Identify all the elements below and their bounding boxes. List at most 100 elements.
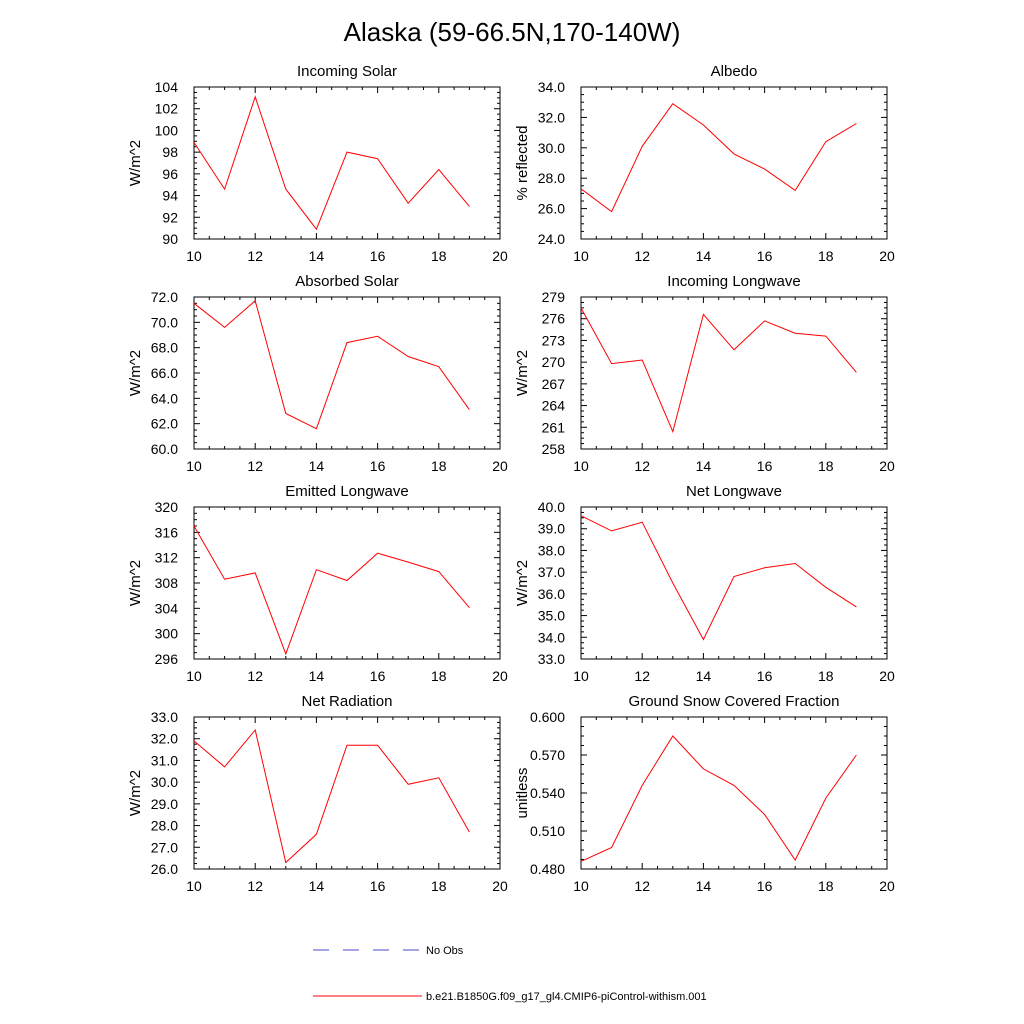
panel-title: Albedo [711, 63, 758, 80]
x-tick-label: 18 [818, 878, 834, 894]
y-tick-label: 90 [162, 231, 178, 247]
y-tick-label: 92 [162, 209, 178, 225]
y-tick-label: 270 [542, 354, 566, 370]
panel-title: Net Longwave [686, 483, 782, 500]
y-tick-label: 279 [542, 289, 566, 305]
x-tick-label: 20 [492, 878, 508, 894]
x-tick-label: 20 [492, 458, 508, 474]
x-tick-label: 20 [879, 668, 895, 684]
y-tick-label: 26.0 [151, 861, 178, 877]
x-tick-label: 12 [247, 668, 263, 684]
y-tick-label: 312 [155, 550, 179, 566]
x-tick-label: 12 [247, 878, 263, 894]
x-tick-label: 20 [879, 248, 895, 264]
plot-frame [193, 296, 501, 450]
x-tick-label: 14 [309, 878, 325, 894]
y-tick-label: 258 [542, 441, 566, 457]
figure-title: Alaska (59-66.5N,170-140W) [344, 17, 681, 47]
plot-frame [580, 716, 888, 870]
x-tick-label: 14 [696, 458, 712, 474]
legend: No Obs b.e21.B1850G.f09_g17_gl4.CMIP6-pi… [313, 945, 707, 1003]
y-tick-label: 28.0 [538, 170, 565, 186]
y-axis-label: W/m^2 [127, 560, 144, 606]
chart-panel-5: Emitted Longwave 10 12 14 16 18 20 296 300 304 308… [127, 483, 508, 684]
legend-label-no-obs: No Obs [426, 945, 464, 957]
y-tick-label: 28.0 [151, 818, 178, 834]
x-tick-label: 14 [309, 458, 325, 474]
y-tick-label: 98 [162, 144, 178, 160]
y-tick-label: 26.0 [538, 201, 565, 217]
y-tick-label: 34.0 [538, 79, 565, 95]
x-tick-label: 20 [879, 458, 895, 474]
panel-title: Net Radiation [302, 693, 393, 710]
plot-frame [193, 506, 501, 660]
y-tick-label: 320 [155, 499, 179, 515]
y-tick-label: 300 [155, 626, 179, 642]
x-tick-label: 12 [247, 458, 263, 474]
x-tick-label: 16 [370, 458, 386, 474]
x-tick-label: 12 [634, 878, 650, 894]
y-tick-label: 296 [155, 651, 179, 667]
panel-title: Incoming Solar [297, 63, 397, 80]
y-tick-label: 32.0 [151, 731, 178, 747]
y-tick-label: 62.0 [151, 416, 178, 432]
x-tick-label: 10 [573, 248, 589, 264]
series-line-1 [580, 515, 857, 641]
y-tick-label: 35.0 [538, 608, 565, 624]
plot-frame [580, 506, 888, 660]
y-tick-label: 0.480 [530, 861, 565, 877]
x-tick-label: 18 [818, 458, 834, 474]
x-tick-label: 14 [309, 248, 325, 264]
series-line-1 [193, 525, 470, 656]
y-axis-label: unitless [514, 768, 531, 819]
y-tick-label: 316 [155, 524, 179, 540]
series-line-1 [193, 728, 470, 864]
y-tick-label: 261 [542, 419, 566, 435]
chart-panel-3: Absorbed Solar 10 12 14 16 18 20 60.0 62.0 64.0 66… [127, 273, 508, 474]
y-axis-label: W/m^2 [127, 350, 144, 396]
x-tick-label: 10 [573, 458, 589, 474]
x-tick-label: 16 [757, 878, 773, 894]
x-tick-label: 16 [370, 878, 386, 894]
y-tick-label: 66.0 [151, 365, 178, 381]
y-tick-label: 304 [155, 600, 179, 616]
x-tick-label: 12 [634, 248, 650, 264]
y-tick-label: 24.0 [538, 231, 565, 247]
y-tick-label: 33.0 [151, 709, 178, 725]
x-tick-label: 12 [634, 668, 650, 684]
panel-title: Ground Snow Covered Fraction [629, 693, 840, 710]
x-tick-label: 12 [634, 458, 650, 474]
plot-frame [193, 86, 501, 240]
x-tick-label: 20 [492, 248, 508, 264]
y-tick-label: 33.0 [538, 651, 565, 667]
x-tick-label: 14 [696, 878, 712, 894]
x-tick-label: 18 [818, 668, 834, 684]
y-tick-label: 34.0 [538, 629, 565, 645]
y-tick-label: 31.0 [151, 752, 178, 768]
chart-panel-7: Net Radiation 10 12 14 16 18 20 26.0 27.0 28.0 29.… [127, 693, 508, 894]
y-tick-label: 60.0 [151, 441, 178, 457]
x-tick-label: 10 [186, 248, 202, 264]
x-tick-label: 10 [186, 458, 202, 474]
y-axis-label: W/m^2 [127, 140, 144, 186]
y-tick-label: 273 [542, 332, 566, 348]
x-tick-label: 10 [573, 878, 589, 894]
chart-panel-4: Incoming Longwave 10 12 14 16 18 20 258 261 264 26… [514, 273, 895, 474]
plot-frame [193, 716, 501, 870]
x-tick-label: 16 [370, 248, 386, 264]
y-tick-label: 37.0 [538, 564, 565, 580]
y-tick-label: 39.0 [538, 521, 565, 537]
panel-title: Absorbed Solar [295, 273, 398, 290]
y-tick-label: 104 [155, 79, 179, 95]
y-tick-label: 267 [542, 376, 566, 392]
legend-label-model: b.e21.B1850G.f09_g17_gl4.CMIP6-piControl… [426, 991, 707, 1003]
y-tick-label: 64.0 [151, 390, 178, 406]
plot-frame [580, 86, 888, 240]
y-tick-label: 72.0 [151, 289, 178, 305]
x-tick-label: 10 [573, 668, 589, 684]
series-line-1 [580, 735, 857, 862]
y-tick-label: 30.0 [538, 140, 565, 156]
panels: Incoming Solar 10 12 14 16 18 20 90 92 94 96 98 100 1… [127, 63, 895, 894]
series-line-1 [193, 95, 470, 231]
